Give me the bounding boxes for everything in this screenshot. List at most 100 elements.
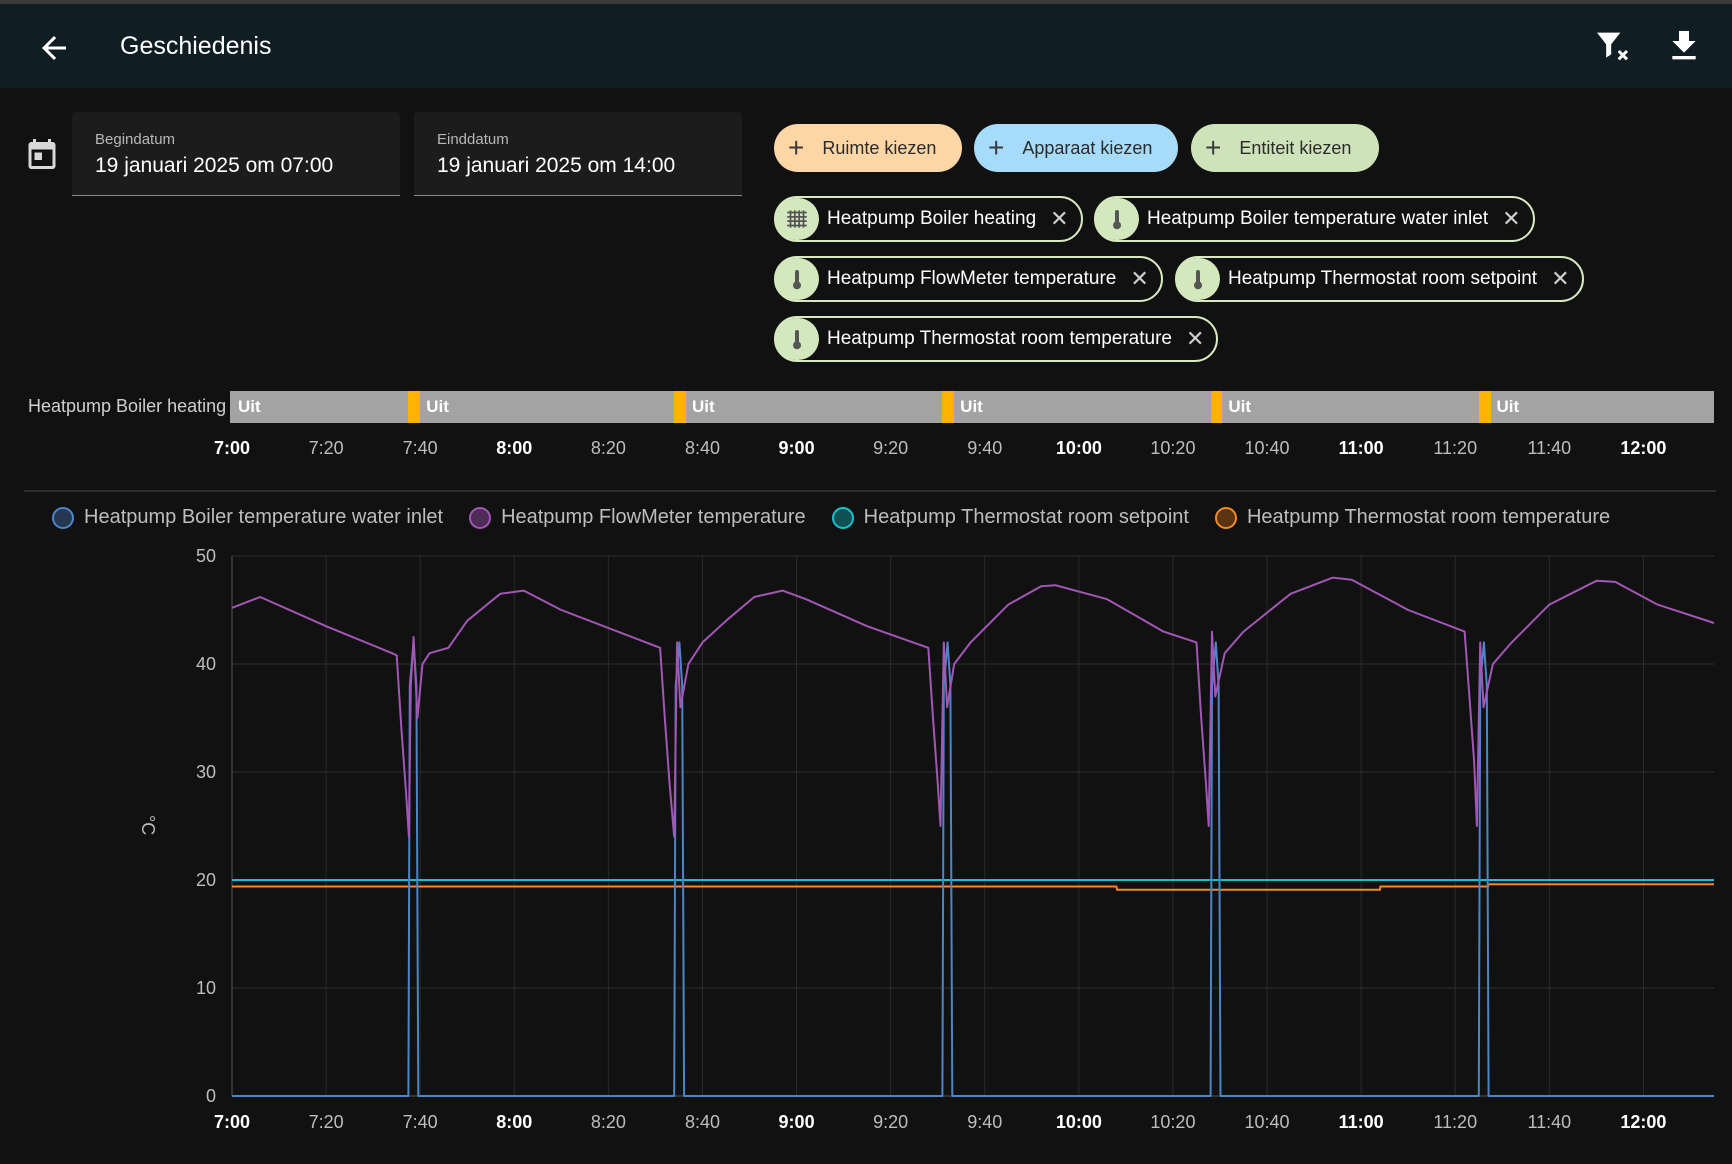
remove-chip-icon[interactable]: ✕ — [1185, 326, 1205, 351]
x-tick-label: 7:40 — [402, 438, 438, 458]
section-divider — [24, 490, 1716, 492]
x-tick-label: 8:00 — [496, 438, 533, 458]
timeline-on-segment[interactable] — [1478, 391, 1491, 423]
app-bar: Geschiedenis — [0, 4, 1732, 88]
x-tick-label: 9:00 — [778, 438, 815, 458]
legend-item[interactable]: Heatpump Thermostat room temperature — [1214, 506, 1611, 529]
series-line[interactable] — [232, 641, 1714, 1097]
timeline-on-segment[interactable] — [942, 391, 955, 423]
legend-swatch — [52, 506, 74, 529]
remove-chip-icon[interactable]: ✕ — [1551, 266, 1570, 291]
timeline-state-label: Uit — [692, 397, 715, 416]
x-tick-label: 8:00 — [496, 1112, 533, 1132]
x-tick-label: 7:00 — [213, 438, 251, 458]
entity-chip-water-inlet[interactable]: Heatpump Boiler temperature water inlet … — [1094, 196, 1535, 242]
choose-area-button[interactable]: + Ruimte kiezen — [774, 124, 962, 172]
timeline-state-label: Uit — [238, 397, 261, 416]
x-tick-label: 11:20 — [1433, 1112, 1478, 1132]
start-date-value: 19 januari 2025 om 07:00 — [95, 154, 334, 177]
x-tick-label: 11:00 — [1338, 1112, 1384, 1132]
x-tick-label: 10:40 — [1244, 1112, 1290, 1132]
x-tick-label: 11:20 — [1433, 438, 1478, 458]
legend-item[interactable]: Heatpump FlowMeter temperature — [469, 506, 806, 529]
start-date-field[interactable]: Begindatum 19 januari 2025 om 07:00 — [72, 112, 400, 196]
choose-entity-button[interactable]: + Entiteit kiezen — [1191, 124, 1379, 172]
legend-label: Heatpump Thermostat room temperature — [1246, 506, 1611, 528]
plus-icon: + — [788, 132, 805, 163]
x-tick-label: 7:00 — [213, 1112, 251, 1132]
y-tick-label: 50 — [196, 546, 216, 566]
end-date-field[interactable]: Einddatum 19 januari 2025 om 14:00 — [414, 112, 742, 196]
y-axis-unit-label: °C — [138, 815, 158, 836]
entity-chip-label: Heatpump Boiler temperature water inlet — [1147, 208, 1489, 229]
entity-chip-label: Heatpump Thermostat room temperature — [827, 328, 1172, 349]
timeline-entity-label: Heatpump Boiler heating — [28, 396, 227, 416]
x-tick-label: 7:20 — [308, 1112, 344, 1132]
timeline-on-segment[interactable] — [674, 391, 686, 423]
legend-label: Heatpump Thermostat room setpoint — [863, 506, 1189, 528]
start-date-label: Begindatum — [95, 131, 176, 148]
choose-area-label: Ruimte kiezen — [822, 137, 937, 158]
legend-label: Heatpump Boiler temperature water inlet — [84, 506, 444, 528]
x-tick-label: 9:40 — [967, 438, 1003, 458]
series-line[interactable] — [232, 883, 1714, 891]
thermometer-icon — [1095, 198, 1139, 240]
line-chart[interactable]: 0 10 20 30 40 50 — [0, 540, 1732, 1164]
legend-swatch — [831, 506, 854, 529]
legend-swatch — [1214, 506, 1237, 529]
back-arrow-icon[interactable] — [36, 30, 72, 66]
entity-chip-label: Heatpump Boiler heating — [827, 208, 1037, 229]
x-tick-label: 9:20 — [873, 1112, 909, 1132]
x-tick-label: 12:00 — [1620, 1112, 1667, 1132]
y-tick-label: 10 — [196, 978, 216, 998]
thermometer-icon — [1176, 258, 1220, 300]
entity-chip-boiler-heating[interactable]: Heatpump Boiler heating ✕ — [774, 196, 1083, 242]
series-line[interactable] — [231, 576, 1715, 838]
choose-device-button[interactable]: + Apparaat kiezen — [974, 124, 1178, 172]
timeline-bar[interactable]: Uit Uit Uit Uit Uit Uit — [230, 391, 1714, 423]
end-date-value: 19 januari 2025 om 14:00 — [437, 154, 676, 177]
choose-entity-label: Entiteit kiezen — [1239, 137, 1352, 158]
x-tick-label: 10:00 — [1055, 1112, 1102, 1132]
clear-filter-icon[interactable] — [1592, 26, 1632, 66]
entity-chip-label: Heatpump Thermostat room setpoint — [1228, 268, 1538, 289]
x-tick-label: 10:00 — [1055, 438, 1102, 458]
y-tick-label: 30 — [196, 762, 216, 782]
remove-chip-icon[interactable]: ✕ — [1130, 266, 1149, 291]
window-top-border — [0, 0, 1732, 4]
entity-chip-room-temperature[interactable]: Heatpump Thermostat room temperature ✕ — [774, 316, 1219, 362]
timeline-state-label: Uit — [426, 397, 449, 416]
y-tick-label: 20 — [196, 870, 216, 890]
x-tick-label: 8:40 — [684, 438, 720, 458]
thermometer-icon — [775, 318, 819, 360]
plus-icon: + — [988, 132, 1005, 163]
legend-label: Heatpump FlowMeter temperature — [501, 506, 806, 528]
x-tick-label: 11:40 — [1527, 1112, 1572, 1132]
timeline-state-label: Uit — [1228, 397, 1252, 416]
remove-chip-icon[interactable]: ✕ — [1502, 206, 1521, 231]
timeline-on-segment[interactable] — [408, 391, 421, 423]
download-icon[interactable] — [1664, 26, 1704, 66]
calendar-icon[interactable] — [24, 136, 60, 172]
x-tick-label: 9:00 — [778, 1112, 815, 1132]
end-date-label: Einddatum — [437, 131, 509, 148]
plus-icon: + — [1205, 132, 1222, 163]
x-tick-label: 11:00 — [1338, 438, 1384, 458]
legend-item[interactable]: Heatpump Boiler temperature water inlet — [52, 506, 443, 529]
x-tick-label: 7:20 — [308, 438, 344, 458]
entity-chip-room-setpoint[interactable]: Heatpump Thermostat room setpoint ✕ — [1175, 256, 1584, 302]
timeline-state-label: Uit — [960, 397, 983, 416]
choose-device-label: Apparaat kiezen — [1022, 137, 1153, 158]
remove-chip-icon[interactable]: ✕ — [1050, 206, 1069, 231]
legend-item[interactable]: Heatpump Thermostat room setpoint — [831, 506, 1189, 529]
y-tick-label: 0 — [206, 1086, 216, 1106]
x-tick-label: 10:20 — [1150, 438, 1196, 458]
entity-chip-flowmeter[interactable]: Heatpump FlowMeter temperature ✕ — [774, 256, 1163, 302]
y-tick-label: 40 — [196, 654, 216, 674]
x-tick-label: 8:20 — [590, 438, 626, 458]
x-tick-label: 11:40 — [1527, 438, 1572, 458]
x-tick-label: 10:20 — [1150, 1112, 1196, 1132]
x-tick-label: 10:40 — [1244, 438, 1290, 458]
radiator-icon — [775, 198, 819, 240]
timeline-on-segment[interactable] — [1210, 391, 1223, 423]
